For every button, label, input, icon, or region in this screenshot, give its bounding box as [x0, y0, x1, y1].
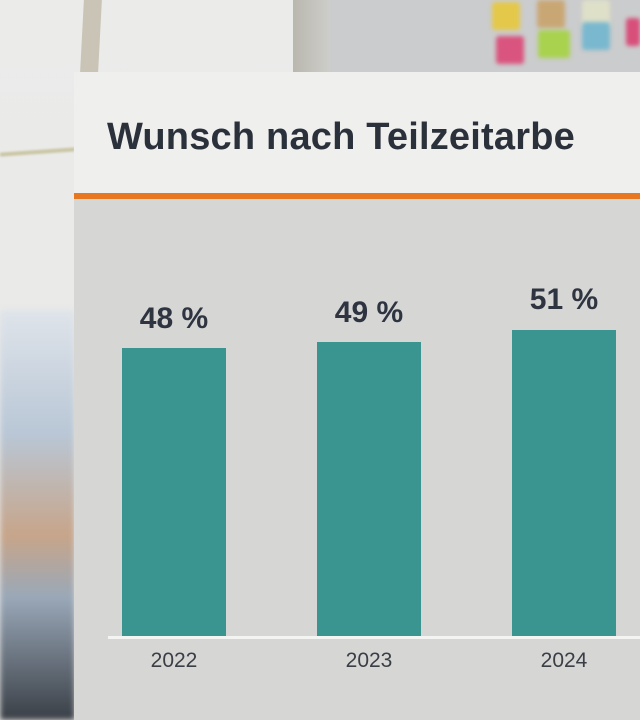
- sticky-note: [582, 22, 610, 50]
- value-label-2022: 48 %: [139, 302, 209, 335]
- wall-edge: [293, 0, 333, 72]
- sticky-note: [626, 18, 640, 46]
- accent-line: [74, 193, 640, 199]
- bar-2022: [122, 348, 226, 636]
- bar-2024: [512, 330, 616, 636]
- x-axis-baseline: [108, 636, 640, 639]
- sticky-note: [496, 36, 524, 64]
- sticky-note: [537, 0, 565, 28]
- sticky-note: [538, 30, 570, 58]
- chart-title: Wunsch nach Teilzeitarbe: [107, 116, 575, 158]
- x-label-2023: 2023: [345, 649, 393, 672]
- title-bar: Wunsch nach Teilzeitarbe: [74, 72, 640, 193]
- person-at-desk: [0, 310, 75, 720]
- x-label-2024: 2024: [540, 649, 588, 672]
- bar-2023: [317, 342, 421, 636]
- sticky-note: [492, 2, 520, 30]
- x-label-2022: 2022: [150, 649, 198, 672]
- value-label-2024: 51 %: [529, 283, 599, 316]
- value-label-2023: 49 %: [334, 296, 404, 329]
- window-frame: [80, 0, 102, 72]
